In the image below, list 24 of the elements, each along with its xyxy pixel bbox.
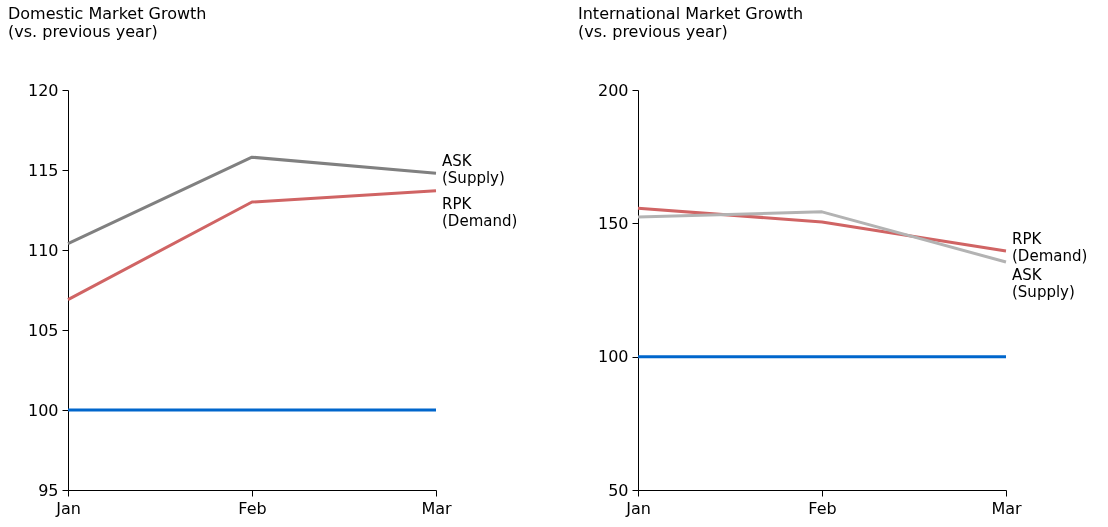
y-tick-label: 100 — [597, 347, 629, 367]
x-tick-label: Feb — [808, 498, 837, 518]
x-tick-label: Jan — [55, 498, 81, 518]
y-tick-label: 110 — [27, 240, 59, 260]
y-tick-label: 50 — [608, 480, 629, 500]
y-tick-label: 150 — [597, 213, 629, 233]
y-tick-label: 100 — [27, 400, 59, 420]
y-tick-label: 200 — [597, 80, 629, 100]
x-tick-label: Mar — [991, 498, 1023, 518]
y-tick-label: 105 — [27, 320, 59, 340]
y-tick-label: 115 — [27, 160, 59, 180]
series-label: RPK (Demand) — [1012, 230, 1088, 266]
x-tick-label: Mar — [421, 498, 453, 518]
series-label: ASK (Supply) — [1012, 266, 1075, 301]
series-label: RPK (Demand) — [442, 194, 518, 230]
y-tick-label: 95 — [38, 480, 59, 500]
chart-title: Domestic Market Growth — [8, 4, 207, 23]
x-tick-label: Jan — [625, 498, 651, 518]
chart-title: International Market Growth — [578, 4, 804, 23]
series-label: ASK (Supply) — [442, 152, 505, 188]
chart-subtitle: (vs. previous year) — [8, 22, 158, 41]
x-tick-label: Feb — [238, 498, 267, 518]
chart-subtitle: (vs. previous year) — [578, 22, 728, 41]
y-tick-label: 120 — [27, 80, 59, 100]
